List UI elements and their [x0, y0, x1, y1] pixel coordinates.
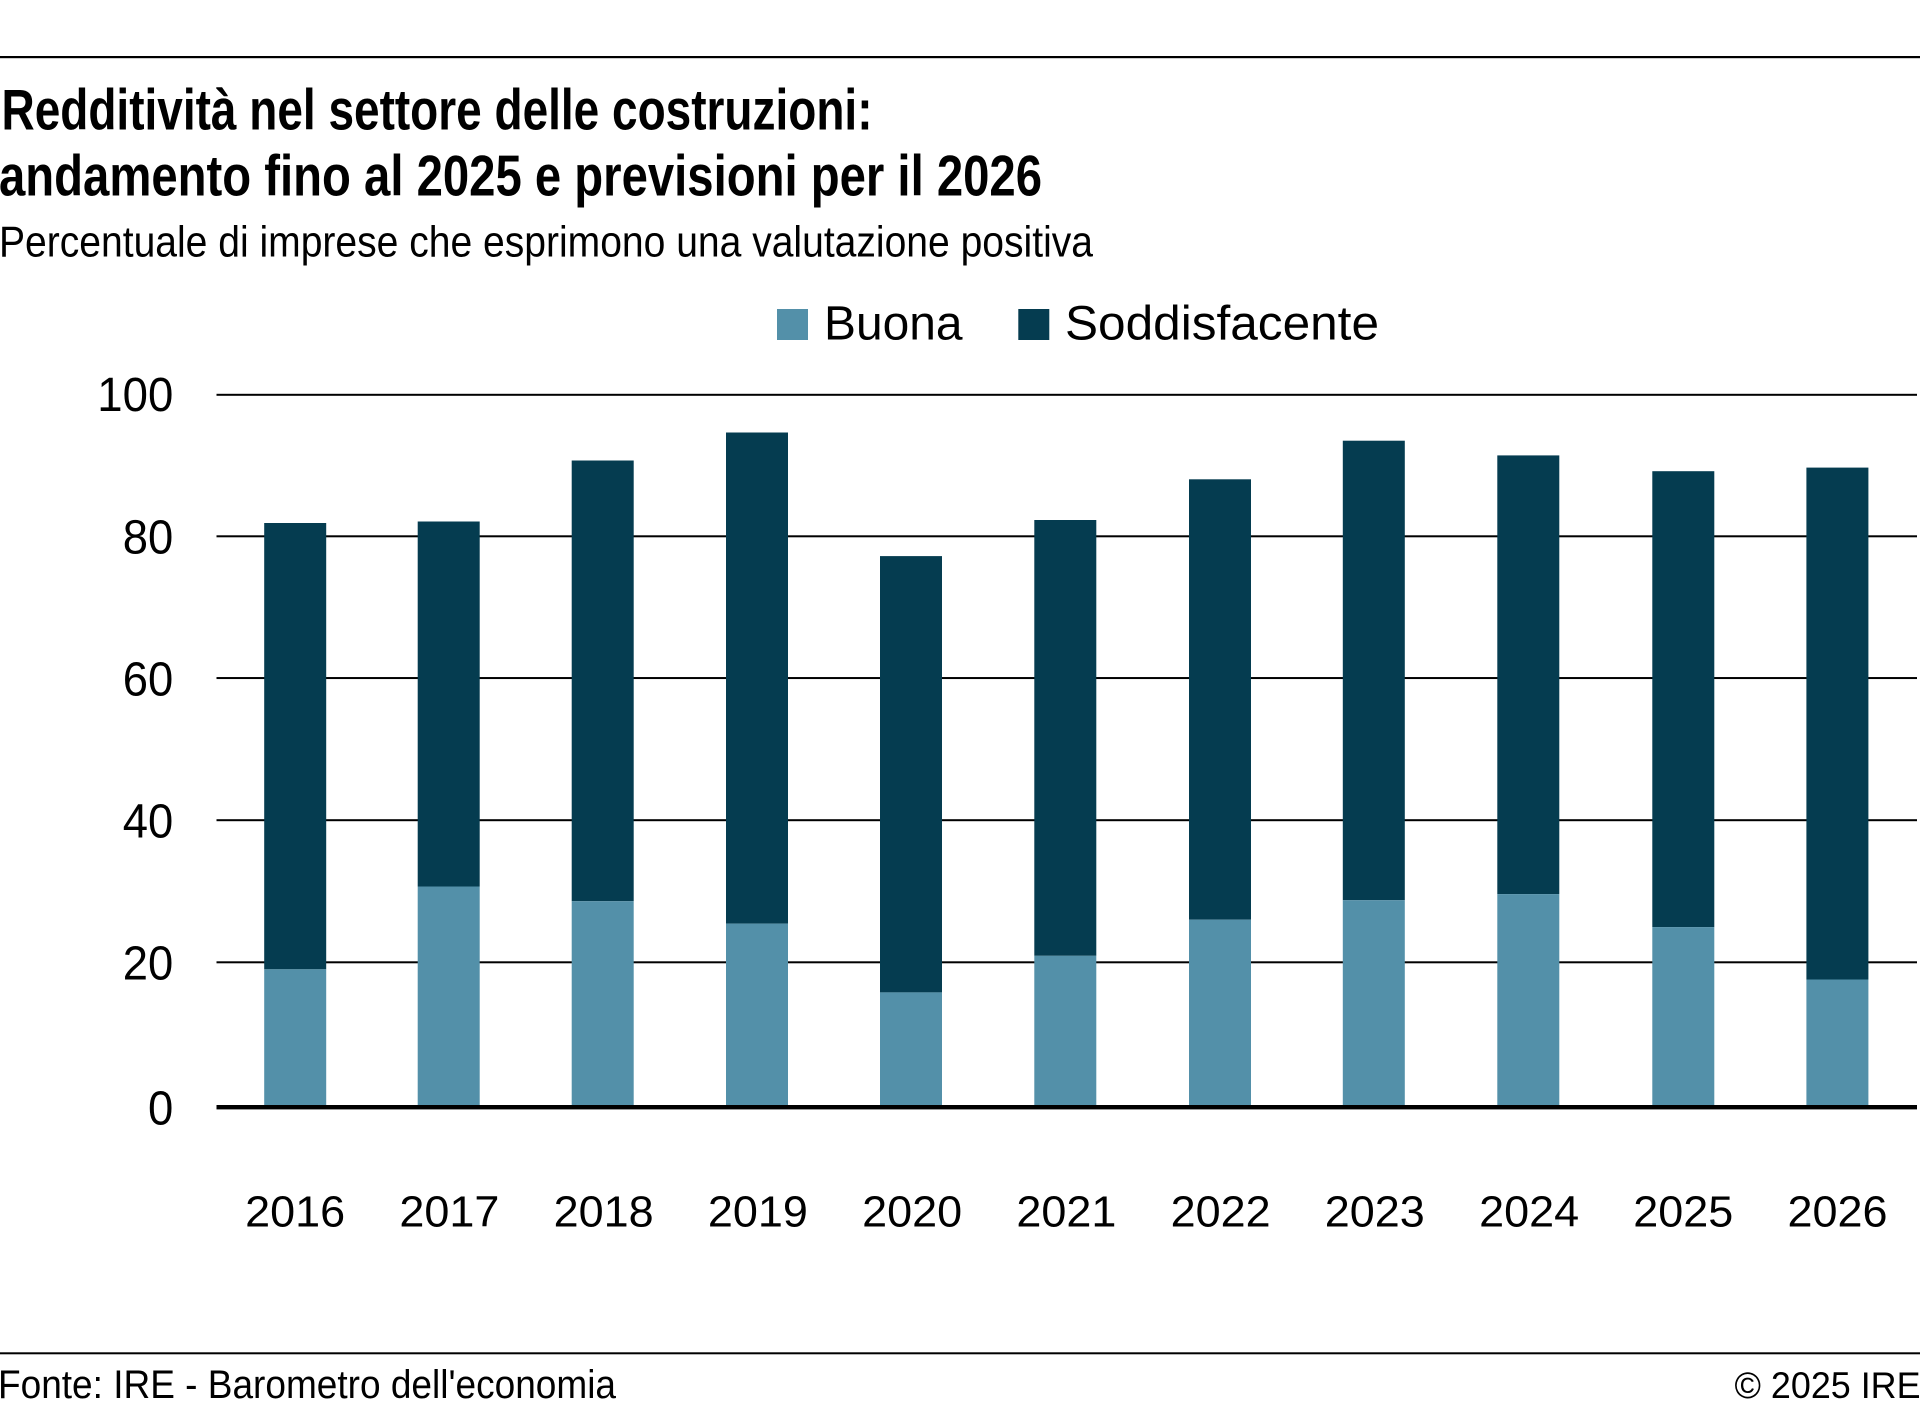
svg-text:100: 100 [97, 368, 173, 422]
svg-text:2026: 2026 [1788, 1187, 1888, 1236]
svg-text:2016: 2016 [245, 1187, 345, 1236]
svg-text:andamento fino al 2025 e previ: andamento fino al 2025 e previsioni per … [0, 145, 1042, 209]
svg-text:2018: 2018 [554, 1187, 654, 1236]
svg-text:2017: 2017 [399, 1187, 499, 1236]
svg-text:Percentuale di imprese che esp: Percentuale di imprese che esprimono una… [0, 217, 1093, 266]
svg-text:Soddisfacente: Soddisfacente [1065, 298, 1379, 351]
svg-text:2023: 2023 [1325, 1187, 1425, 1236]
svg-text:2020: 2020 [862, 1187, 962, 1236]
svg-text:Buona: Buona [824, 298, 963, 351]
svg-text:2021: 2021 [1016, 1187, 1116, 1236]
svg-text:Redditività nel settore delle: Redditività nel settore delle costruzion… [2, 79, 873, 143]
svg-text:2024: 2024 [1479, 1187, 1579, 1236]
svg-text:80: 80 [123, 511, 174, 565]
svg-text:© 2025 IRE: © 2025 IRE [1735, 1365, 1920, 1406]
svg-text:0: 0 [148, 1082, 173, 1136]
svg-text:20: 20 [123, 937, 174, 991]
svg-text:60: 60 [123, 652, 174, 706]
svg-text:2022: 2022 [1171, 1187, 1271, 1236]
svg-text:2025: 2025 [1633, 1187, 1733, 1236]
svg-text:2019: 2019 [708, 1187, 808, 1236]
svg-text:40: 40 [123, 795, 174, 849]
svg-text:Fonte: IRE - Barometro dell'ec: Fonte: IRE - Barometro dell'economia [0, 1363, 617, 1407]
